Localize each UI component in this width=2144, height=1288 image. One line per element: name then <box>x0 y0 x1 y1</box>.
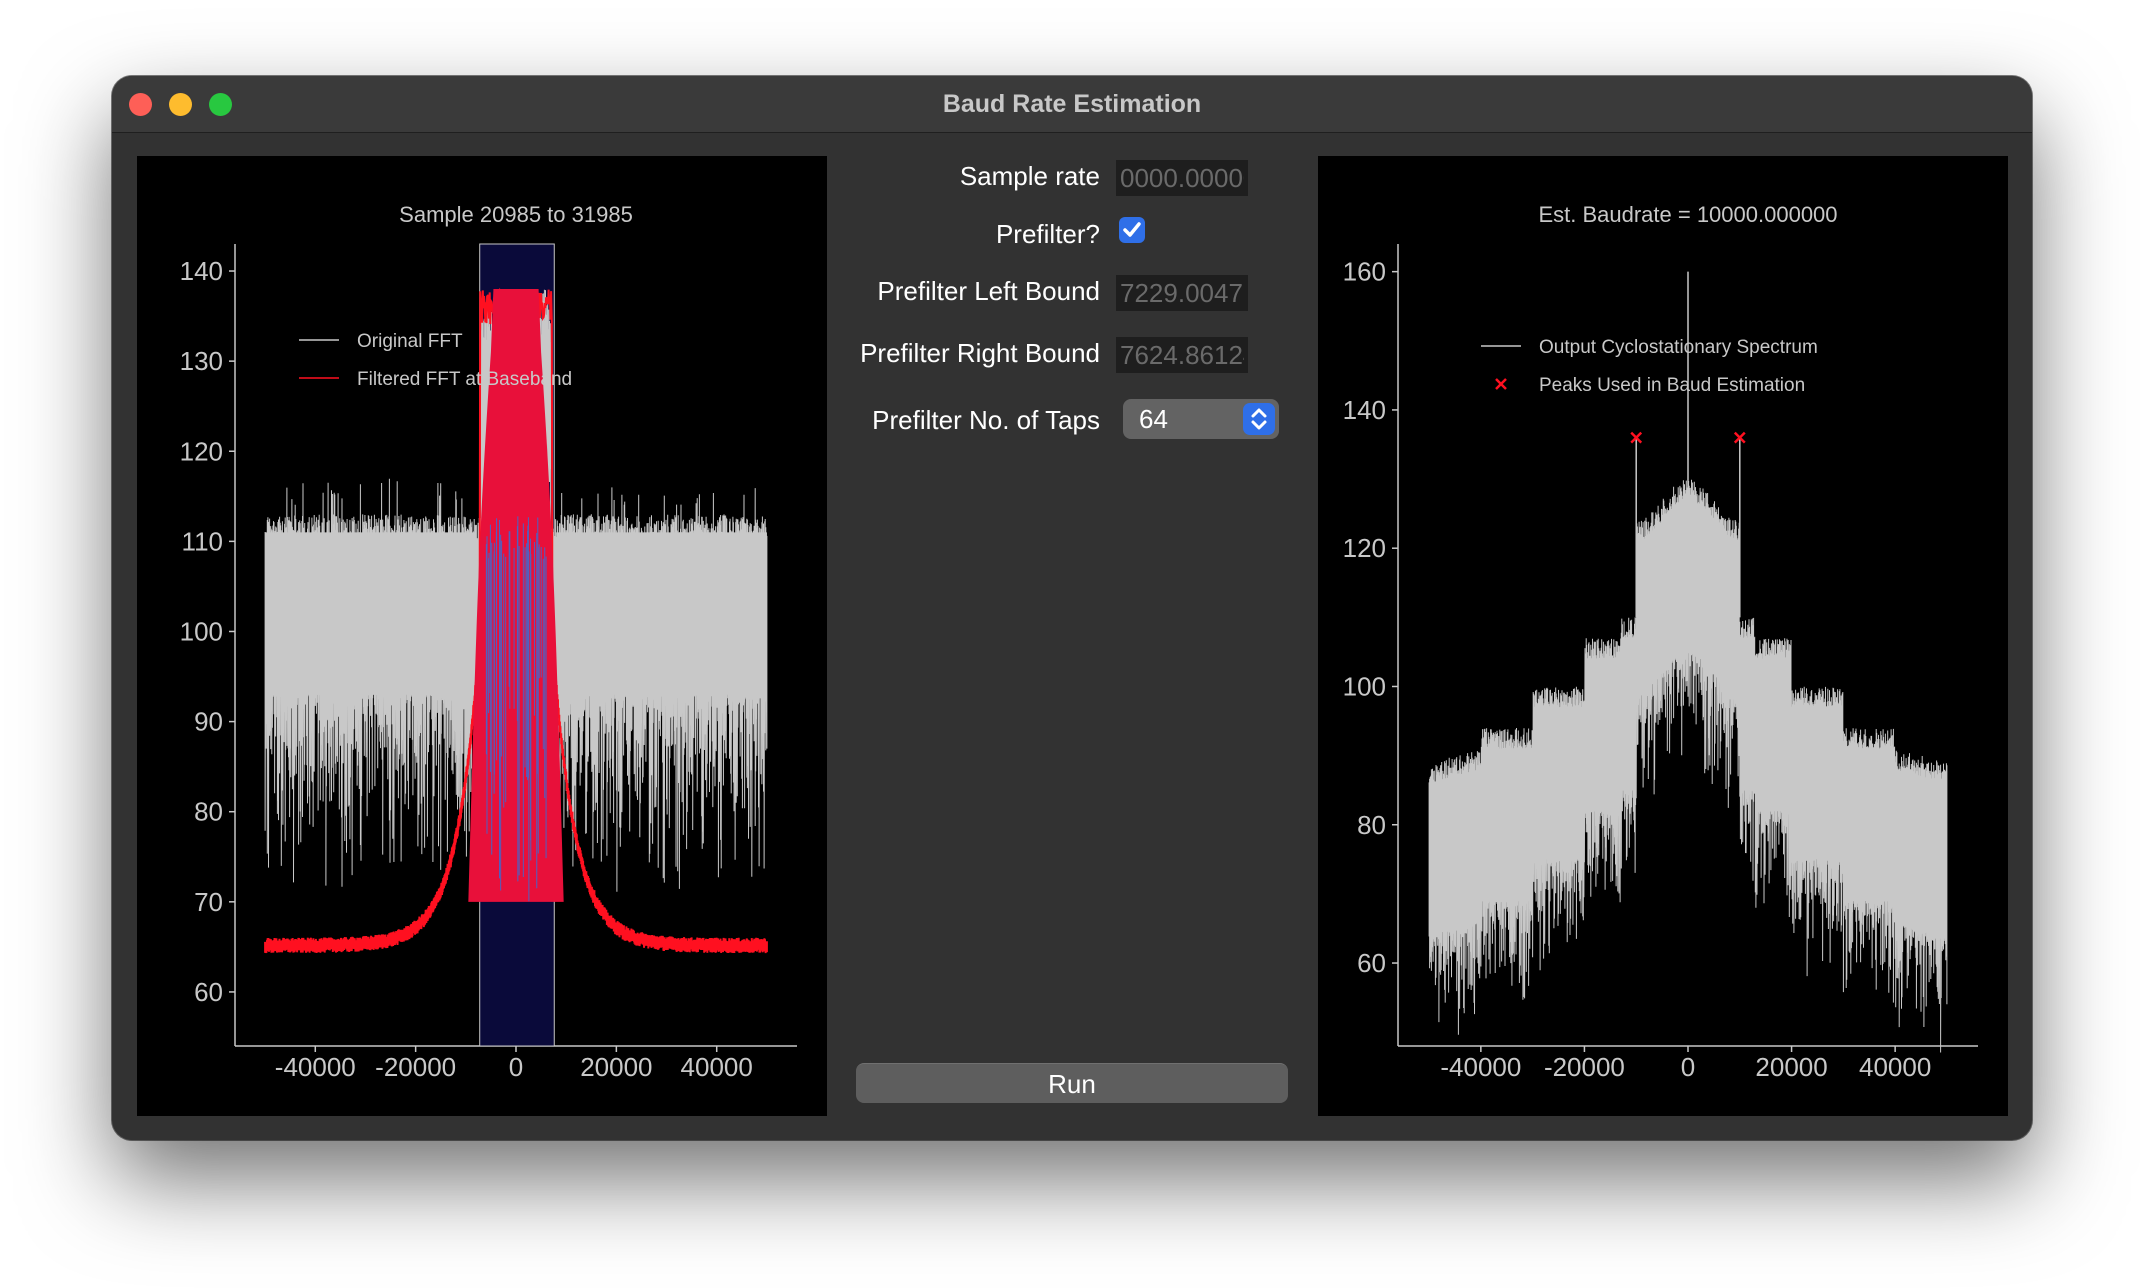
taps-select[interactable]: 64 <box>1123 399 1279 439</box>
peak-marker <box>1630 431 1643 444</box>
app-window: Baud Rate Estimation Sample 20985 to 319… <box>112 76 2032 1140</box>
x-tick-label: 40000 <box>681 1052 753 1082</box>
y-tick-label: 120 <box>1343 533 1386 563</box>
checkmark-icon <box>1123 222 1141 237</box>
zoom-button[interactable] <box>209 93 232 116</box>
peak-marker <box>1733 431 1746 444</box>
right-bound-field[interactable] <box>1116 337 1248 373</box>
y-tick-label: 80 <box>1357 810 1386 840</box>
x-tick-label: 20000 <box>580 1052 652 1082</box>
fft-chart: Sample 20985 to 31985 60 70 80 90 100 110 120 13… <box>180 202 797 1082</box>
x-tick-label: -40000 <box>1440 1052 1521 1082</box>
up-down-arrows-icon <box>1243 403 1275 435</box>
legend-label-peaks: Peaks Used in Baud Estimation <box>1539 375 1805 396</box>
x-tick-label: 0 <box>1681 1052 1695 1082</box>
close-button[interactable] <box>129 93 152 116</box>
y-tick-label: 60 <box>1357 948 1386 978</box>
y-tick-label: 100 <box>180 616 223 646</box>
legend-label-original: Original FFT <box>357 331 463 352</box>
left-bound-field[interactable] <box>1116 275 1248 311</box>
sample-rate-field[interactable] <box>1116 160 1248 196</box>
legend-label-filtered: Filtered FFT at Baseband <box>357 369 572 390</box>
title-bar: Baud Rate Estimation <box>112 76 2032 133</box>
x-tick-label: 0 <box>509 1052 523 1082</box>
prefilter-checkbox[interactable] <box>1119 217 1145 243</box>
window-title: Baud Rate Estimation <box>942 90 1202 118</box>
taps-label: Prefilter No. of Taps <box>872 405 1100 435</box>
x-tick-label: -20000 <box>375 1052 456 1082</box>
cyclo-spectrum-body <box>1429 506 1947 881</box>
legend-label-spectrum: Output Cyclostationary Spectrum <box>1539 337 1818 358</box>
right-bound-label: Prefilter Right Bound <box>860 338 1100 368</box>
x-tick-label: -20000 <box>1544 1052 1625 1082</box>
chart-title: Est. Baudrate = 10000.000000 <box>1538 202 1837 227</box>
legend: Original FFT Filtered FFT at Baseband <box>299 331 572 390</box>
x-tick-label: 40000 <box>1859 1052 1931 1082</box>
y-tick-label: 100 <box>1343 671 1386 701</box>
original-fft-body-left <box>265 532 476 677</box>
y-tick-label: 140 <box>180 256 223 286</box>
y-tick-label: 90 <box>194 707 223 737</box>
run-button[interactable]: Run <box>856 1063 1288 1103</box>
sample-rate-label: Sample rate <box>959 161 1100 191</box>
cyclostationary-plot: Est. Baudrate = 10000.000000 60 80 100 120 14… <box>1318 156 2008 1116</box>
cyclostationary-chart: Est. Baudrate = 10000.000000 60 80 100 120 14… <box>1343 202 1978 1082</box>
y-tick-label: 70 <box>194 887 223 917</box>
fft-plot: Sample 20985 to 31985 60 70 80 90 100 110 120 13… <box>137 156 827 1116</box>
original-fft-body-right <box>556 532 767 677</box>
x-tick-label: 20000 <box>1755 1052 1827 1082</box>
y-tick-label: 60 <box>194 977 223 1007</box>
legend-marker-peaks <box>1495 378 1507 390</box>
y-tick-label: 120 <box>180 436 223 466</box>
prefilter-label: Prefilter? <box>995 219 1100 249</box>
legend: Output Cyclostationary Spectrum Peaks Use… <box>1481 337 1818 396</box>
x-tick-label: -40000 <box>275 1052 356 1082</box>
y-tick-label: 160 <box>1343 257 1386 287</box>
taps-value: 64 <box>1139 404 1168 434</box>
peak-marker-stroke <box>1630 431 1643 444</box>
y-tick-label: 140 <box>1343 395 1386 425</box>
peak-marker-stroke <box>1733 431 1746 444</box>
minimize-button[interactable] <box>169 93 192 116</box>
chart-title: Sample 20985 to 31985 <box>399 202 633 227</box>
y-tick-label: 80 <box>194 797 223 827</box>
left-bound-label: Prefilter Left Bound <box>877 276 1100 306</box>
y-tick-label: 110 <box>182 526 223 556</box>
y-tick-label: 130 <box>180 346 223 376</box>
